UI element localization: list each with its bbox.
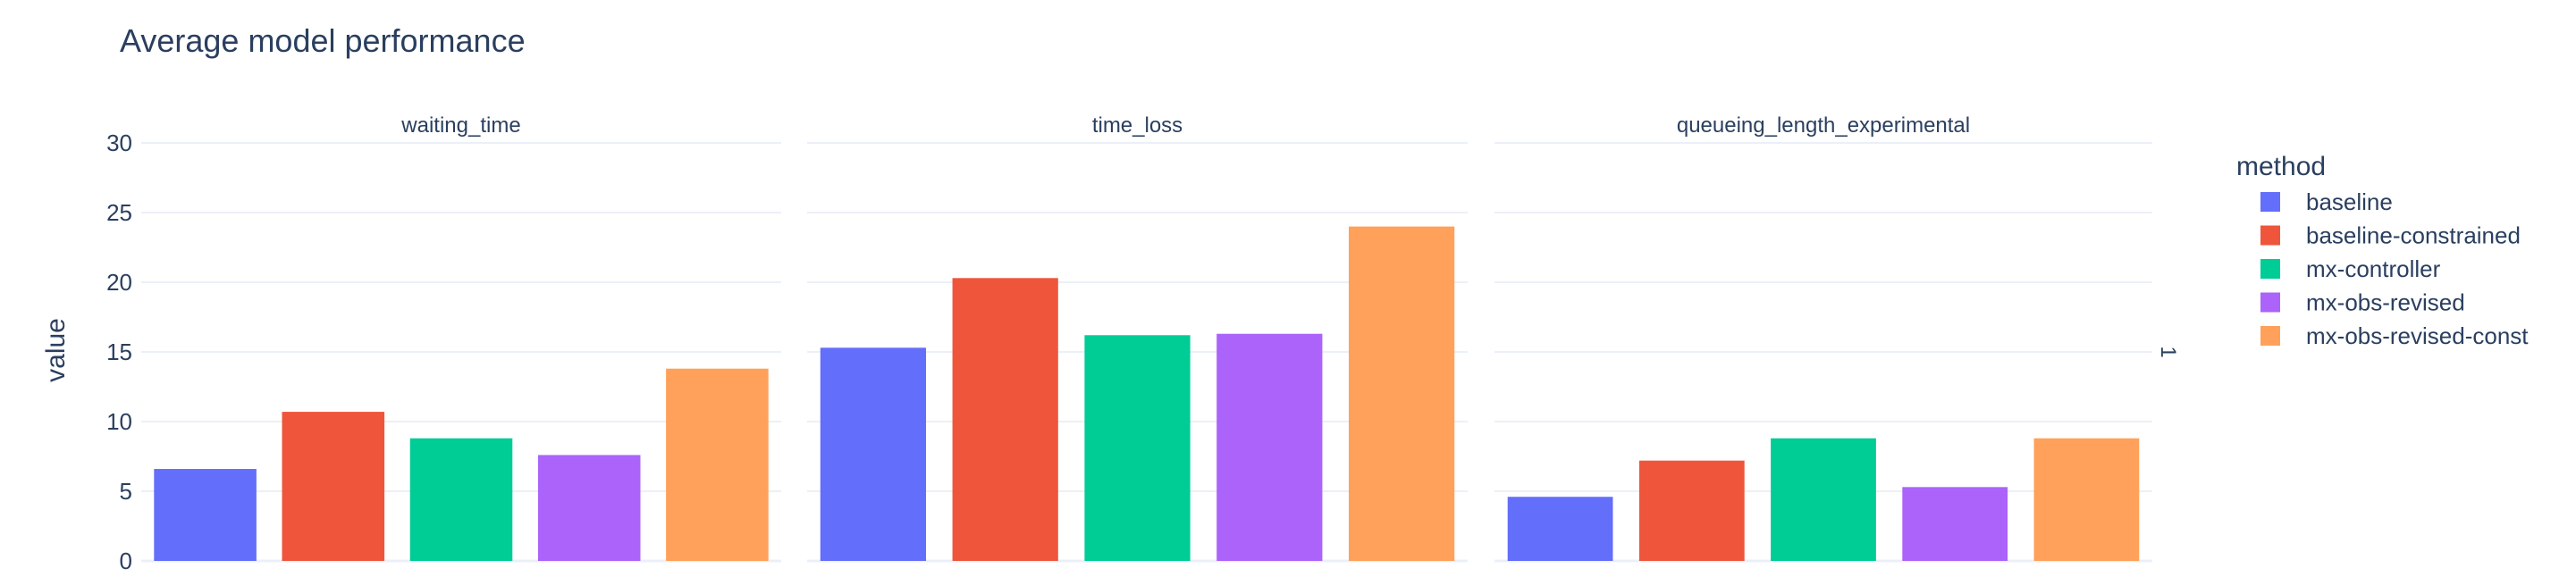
y-tick-label: 0 xyxy=(120,548,132,574)
bar-baseline xyxy=(154,469,257,561)
bar-baseline xyxy=(1507,497,1613,561)
legend-swatch-mx-obs-revised-const xyxy=(2260,326,2280,346)
legend-item-baseline-constrained: baseline-constrained xyxy=(2306,222,2521,249)
legend-title: method xyxy=(2236,152,2326,181)
legend-item-mx-controller: mx-controller xyxy=(2306,255,2441,282)
bar-mx-obs-revised xyxy=(537,455,641,561)
bar-mx-obs-revised xyxy=(1902,487,2008,561)
bar-mx-controller xyxy=(409,438,513,561)
bar-mx-controller xyxy=(1771,438,1876,561)
facet-title: waiting_time xyxy=(400,113,520,138)
bar-baseline-constrained xyxy=(1638,460,1745,561)
bar-baseline-constrained xyxy=(282,412,385,561)
legend-item-mx-obs-revised-const: mx-obs-revised-const xyxy=(2306,322,2529,349)
facet-title: queueing_length_experimental xyxy=(1677,113,1970,138)
bar-mx-controller xyxy=(1084,335,1191,561)
legend-item-mx-obs-revised: mx-obs-revised xyxy=(2306,289,2465,316)
legend-swatch-mx-obs-revised xyxy=(2260,292,2280,313)
legend-swatch-baseline xyxy=(2260,192,2280,212)
bar-baseline-constrained xyxy=(952,278,1058,561)
legend-swatch-baseline-constrained xyxy=(2260,225,2280,246)
bar-mx-obs-revised xyxy=(1216,333,1323,561)
bar-mx-obs-revised-const xyxy=(666,368,769,561)
y-axis-label: value xyxy=(41,318,71,382)
y-tick-label: 5 xyxy=(120,478,132,505)
legend-swatch-mx-controller xyxy=(2260,259,2280,279)
bar-mx-obs-revised-const xyxy=(1348,226,1455,561)
legend-item-baseline: baseline xyxy=(2306,188,2393,215)
facet-title: time_loss xyxy=(1092,113,1183,138)
y-tick-label: 25 xyxy=(106,199,132,226)
bar-baseline xyxy=(820,347,927,561)
facet-side-label: 1 xyxy=(2156,346,2180,357)
y-tick-label: 20 xyxy=(106,269,132,296)
y-tick-label: 15 xyxy=(106,339,132,365)
chart-title: Average model performance xyxy=(120,22,526,59)
y-tick-label: 10 xyxy=(106,408,132,435)
y-tick-label: 30 xyxy=(106,130,132,156)
bar-mx-obs-revised-const xyxy=(2033,438,2140,561)
